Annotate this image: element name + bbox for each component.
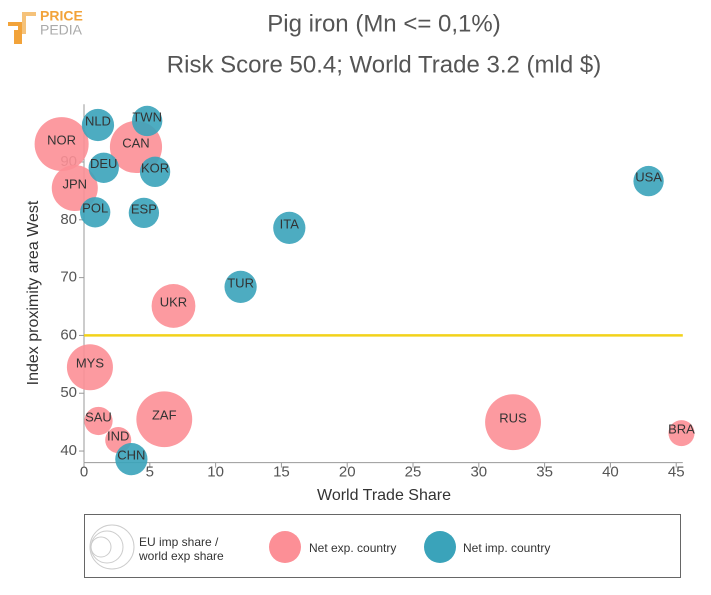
bubble bbox=[139, 156, 171, 187]
y-tick-label: 70 bbox=[60, 269, 77, 286]
x-tick-label: 45 bbox=[668, 464, 685, 481]
bubble-label: MYS bbox=[76, 356, 105, 371]
bubble bbox=[84, 406, 113, 436]
bubble-label: UKR bbox=[160, 294, 187, 309]
bubble bbox=[81, 108, 115, 142]
chart-title: Pig iron (Mn <= 0,1%) bbox=[267, 10, 500, 37]
x-tick-label: 20 bbox=[339, 464, 356, 481]
size-legend-label: EU imp share / world exp share bbox=[139, 535, 224, 563]
x-tick-label: 10 bbox=[207, 464, 224, 481]
bubble bbox=[51, 164, 98, 212]
y-tick-label: 50 bbox=[60, 384, 77, 401]
bubble bbox=[136, 391, 193, 448]
y-tick-label: 40 bbox=[60, 442, 77, 459]
bubble-label: USA bbox=[635, 170, 662, 185]
chart-subtitle: Risk Score 50.4; World Trade 3.2 (mld $) bbox=[167, 51, 601, 78]
bubble-label: BRA bbox=[668, 422, 695, 437]
x-tick-label: 0 bbox=[80, 464, 88, 481]
bubble bbox=[668, 420, 695, 447]
bubble bbox=[34, 117, 89, 172]
x-tick-label: 30 bbox=[470, 464, 487, 481]
y-tick-label: 60 bbox=[60, 326, 77, 343]
y-tick-label: 80 bbox=[60, 211, 77, 228]
legend-label: Net exp. country bbox=[309, 541, 397, 555]
bubble bbox=[80, 197, 111, 228]
legend-marker bbox=[269, 531, 301, 563]
bubble bbox=[633, 165, 664, 197]
y-axis-label: Index proximity area West bbox=[25, 200, 42, 385]
bubble bbox=[151, 284, 196, 328]
bubble bbox=[128, 197, 160, 229]
x-tick-label: 40 bbox=[602, 464, 619, 481]
size-legend-icon bbox=[89, 524, 135, 570]
bubble-label: NOR bbox=[47, 133, 76, 148]
bubble-label: SAU bbox=[85, 409, 112, 424]
bubble bbox=[88, 152, 119, 183]
bubble bbox=[224, 270, 257, 303]
x-tick-label: 5 bbox=[146, 464, 154, 481]
legend: EU imp share / world exp share Net exp. … bbox=[84, 514, 681, 578]
chart: PRICE PEDIA Pig iron (Mn <= 0,1%) Risk S… bbox=[8, 8, 695, 504]
bubble-label: JPN bbox=[63, 176, 88, 191]
x-tick-label: 15 bbox=[273, 464, 290, 481]
bubble bbox=[273, 211, 306, 245]
bubble-label: DEU bbox=[90, 156, 117, 171]
bubble-label: NLD bbox=[85, 113, 111, 128]
bubble-label: TWN bbox=[132, 109, 162, 124]
x-axis-label: World Trade Share bbox=[317, 487, 451, 504]
bubble-label: ITA bbox=[280, 216, 300, 231]
x-tick-label: 25 bbox=[405, 464, 422, 481]
logo-text: PEDIA bbox=[40, 22, 83, 38]
bubble bbox=[132, 105, 163, 137]
bubble-label: KOR bbox=[141, 160, 169, 175]
bubble bbox=[115, 443, 148, 476]
x-tick-label: 35 bbox=[536, 464, 553, 481]
logo: PRICE PEDIA bbox=[8, 8, 83, 44]
legend-marker bbox=[424, 531, 456, 563]
bubble bbox=[66, 344, 113, 391]
bubble-label: POL bbox=[82, 201, 108, 216]
bubble-label: CHN bbox=[117, 448, 145, 463]
bubble-label: CAN bbox=[122, 135, 149, 150]
bubble-label: RUS bbox=[499, 411, 527, 426]
logo-text: PRICE bbox=[40, 8, 83, 24]
bubble-label: TUR bbox=[227, 275, 254, 290]
bubble bbox=[485, 394, 541, 451]
bubble-label: ZAF bbox=[152, 408, 177, 423]
legend-label: Net imp. country bbox=[463, 541, 551, 555]
bubble-label: ESP bbox=[131, 201, 157, 216]
bubble-label: IND bbox=[107, 428, 129, 443]
